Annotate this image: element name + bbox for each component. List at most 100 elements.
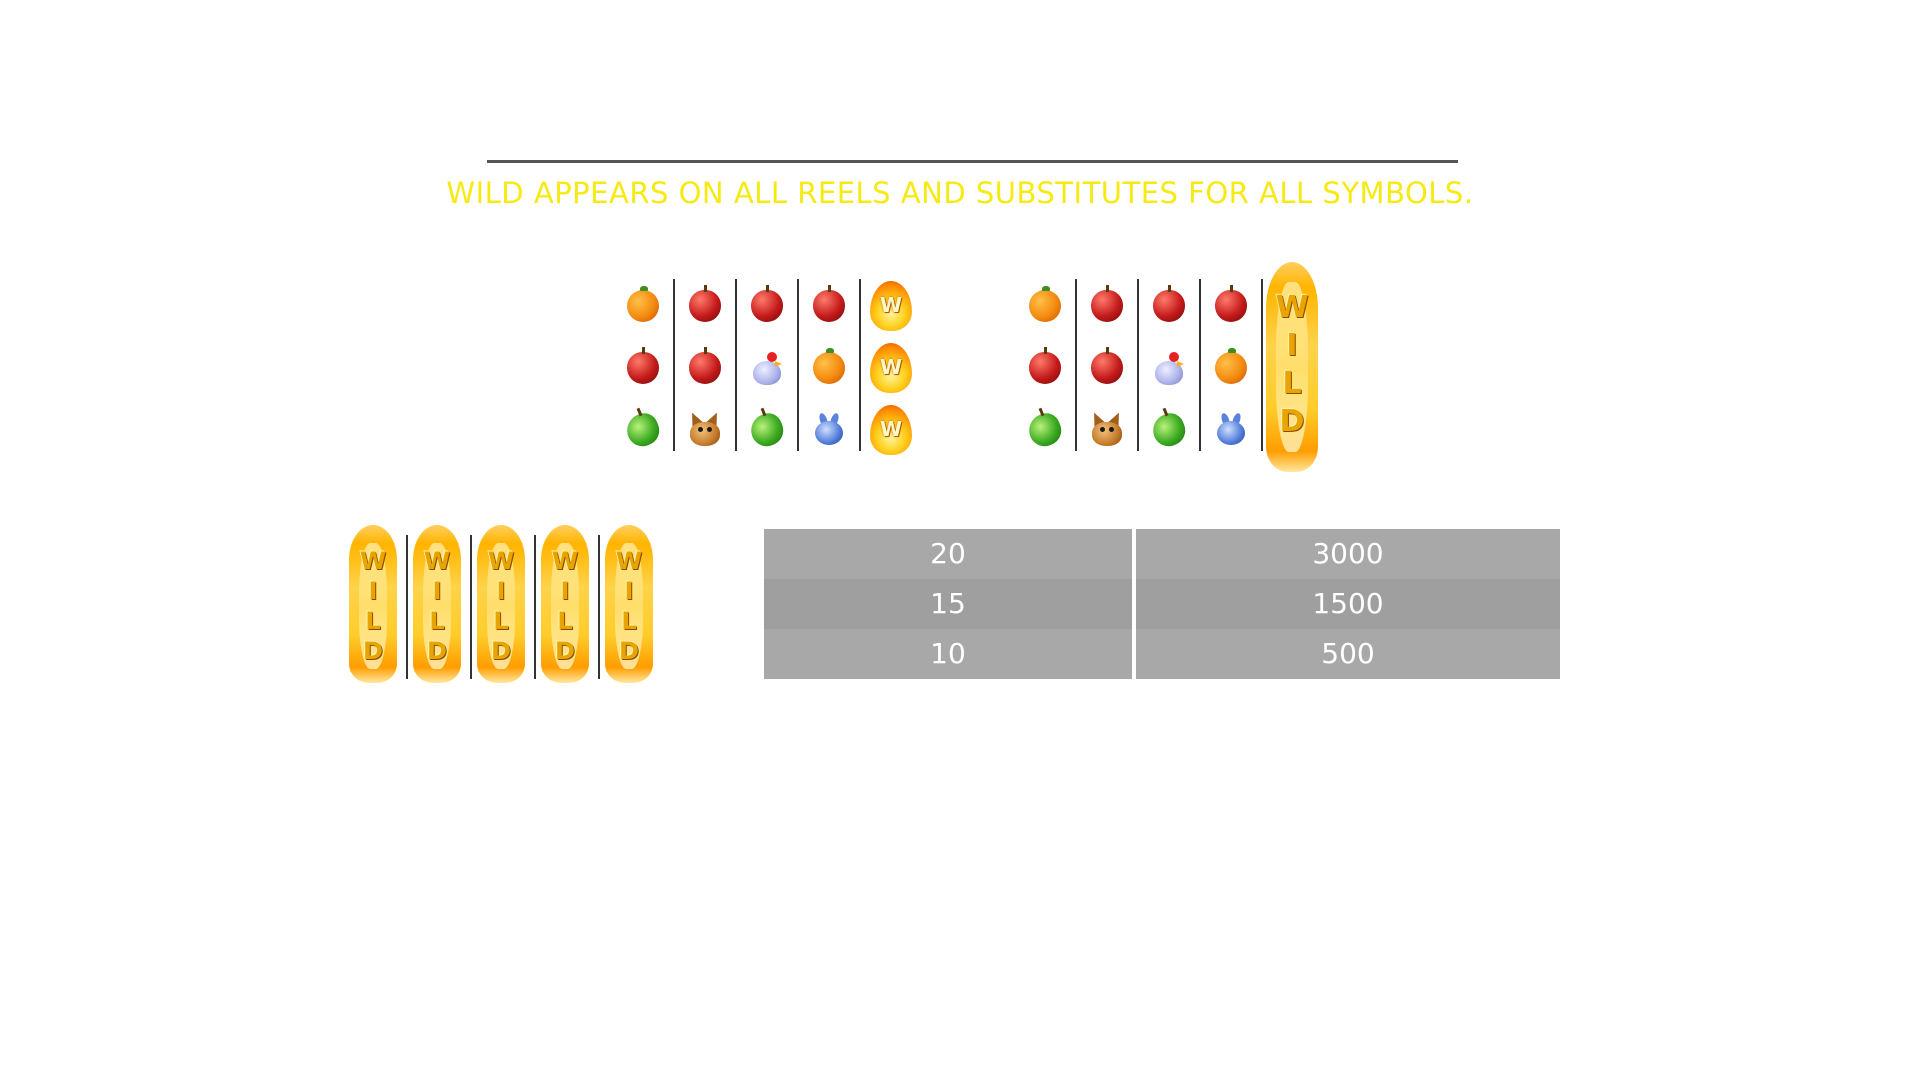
- wild-letter: W: [551, 547, 579, 575]
- reel-cell: [1014, 399, 1076, 461]
- wild-flame: [870, 405, 912, 455]
- wild-letter: W: [879, 293, 903, 317]
- reel-cell: [1138, 399, 1200, 461]
- reel-cell: [674, 399, 736, 461]
- reel-separator: [534, 535, 536, 679]
- apple-icon: [627, 347, 659, 384]
- wild-letter: L: [429, 607, 445, 635]
- reel-cell: [1076, 399, 1138, 461]
- reel-cell: [1138, 275, 1200, 337]
- reel-cell: [736, 399, 798, 461]
- reel-cell: [1200, 337, 1262, 399]
- wild-letter: W: [1275, 290, 1309, 325]
- wild-letter: W: [615, 547, 643, 575]
- wild-letter: I: [560, 577, 570, 605]
- header-divider: [487, 160, 1458, 163]
- wild-letter: I: [368, 577, 378, 605]
- paytable-count: 15: [764, 579, 1132, 629]
- reel-cell: [612, 399, 674, 461]
- apple-icon: [751, 285, 783, 322]
- dog-icon: [1088, 410, 1126, 448]
- paytable-count: 20: [764, 529, 1132, 579]
- wild-flame: [870, 343, 912, 393]
- dog-eye: [698, 427, 703, 432]
- reel-separator: [1199, 279, 1201, 451]
- wild-letter: I: [624, 577, 634, 605]
- reel-cell: [674, 275, 736, 337]
- wild-flame-core: [359, 543, 387, 669]
- reel-cell: [798, 337, 860, 399]
- wild-flame: [870, 281, 912, 331]
- rabbit-icon: [1214, 412, 1248, 447]
- orange-icon: [813, 348, 845, 384]
- reel-separator: [1075, 279, 1077, 451]
- wild-letter: W: [879, 417, 903, 441]
- wild-w-icon: W: [868, 343, 914, 393]
- example-grid-1: W W W: [612, 275, 922, 455]
- reel-separator: [598, 535, 600, 679]
- reel-separator: [797, 279, 799, 451]
- wild-letter: D: [363, 637, 383, 665]
- reel-cell: [798, 275, 860, 337]
- pear-icon: [622, 409, 664, 451]
- reel-separator: [1261, 279, 1263, 451]
- wild-letter: W: [879, 355, 903, 379]
- reel-cell: W: [860, 337, 922, 399]
- reel-column: W W W: [860, 275, 922, 455]
- apple-icon: [1029, 347, 1061, 384]
- wild-flame-core: [487, 543, 515, 669]
- wild-letter: I: [1286, 328, 1298, 363]
- reel-separator: [673, 279, 675, 451]
- rabbit-body: [815, 421, 843, 445]
- dog-eye: [707, 427, 712, 432]
- paytable-payout: 3000: [1136, 529, 1560, 579]
- wild-w-icon: W: [868, 405, 914, 455]
- reel-cell: [1200, 399, 1262, 461]
- reel-column: [798, 275, 860, 455]
- wild-flame-core: [423, 543, 451, 669]
- reel-cell: W: [860, 399, 922, 461]
- reel-cell: [798, 399, 860, 461]
- hen-beak: [775, 361, 782, 367]
- hen-comb: [767, 352, 777, 362]
- reel-separator: [735, 279, 737, 451]
- wild-letter: I: [432, 577, 442, 605]
- reel-separator: [470, 535, 472, 679]
- apple-icon: [689, 285, 721, 322]
- apple-icon: [1215, 285, 1247, 322]
- wild-letter: D: [427, 637, 447, 665]
- wild-flame-core: [1276, 282, 1308, 452]
- reel-cell: [612, 337, 674, 399]
- dog-body: [1092, 422, 1122, 446]
- apple-icon: [1153, 285, 1185, 322]
- reel-cell: [1200, 275, 1262, 337]
- reel-cell: [1014, 275, 1076, 337]
- paytable-row: 15 1500: [764, 579, 1560, 629]
- reel-column: [674, 275, 736, 455]
- wild-letter: L: [493, 607, 509, 635]
- hen-beak: [1177, 361, 1184, 367]
- wild-letter: I: [496, 577, 506, 605]
- paytable: 20 3000 15 1500 10 500: [764, 529, 1560, 680]
- apple-icon: [1091, 347, 1123, 384]
- reel-cell: W: [860, 275, 922, 337]
- wild-letter: L: [621, 607, 637, 635]
- paytable-payout: 1500: [1136, 579, 1560, 629]
- wild-letter: D: [555, 637, 575, 665]
- reel-cell: [1076, 275, 1138, 337]
- apple-icon: [1091, 285, 1123, 322]
- reel-cell: [1076, 337, 1138, 399]
- reel-cell: [736, 275, 798, 337]
- rabbit-body: [1217, 421, 1245, 445]
- reel-cell: [612, 275, 674, 337]
- reel-separator: [1137, 279, 1139, 451]
- reel-separator: [406, 535, 408, 679]
- reel-cell: [674, 337, 736, 399]
- wild-letter: L: [1282, 366, 1302, 401]
